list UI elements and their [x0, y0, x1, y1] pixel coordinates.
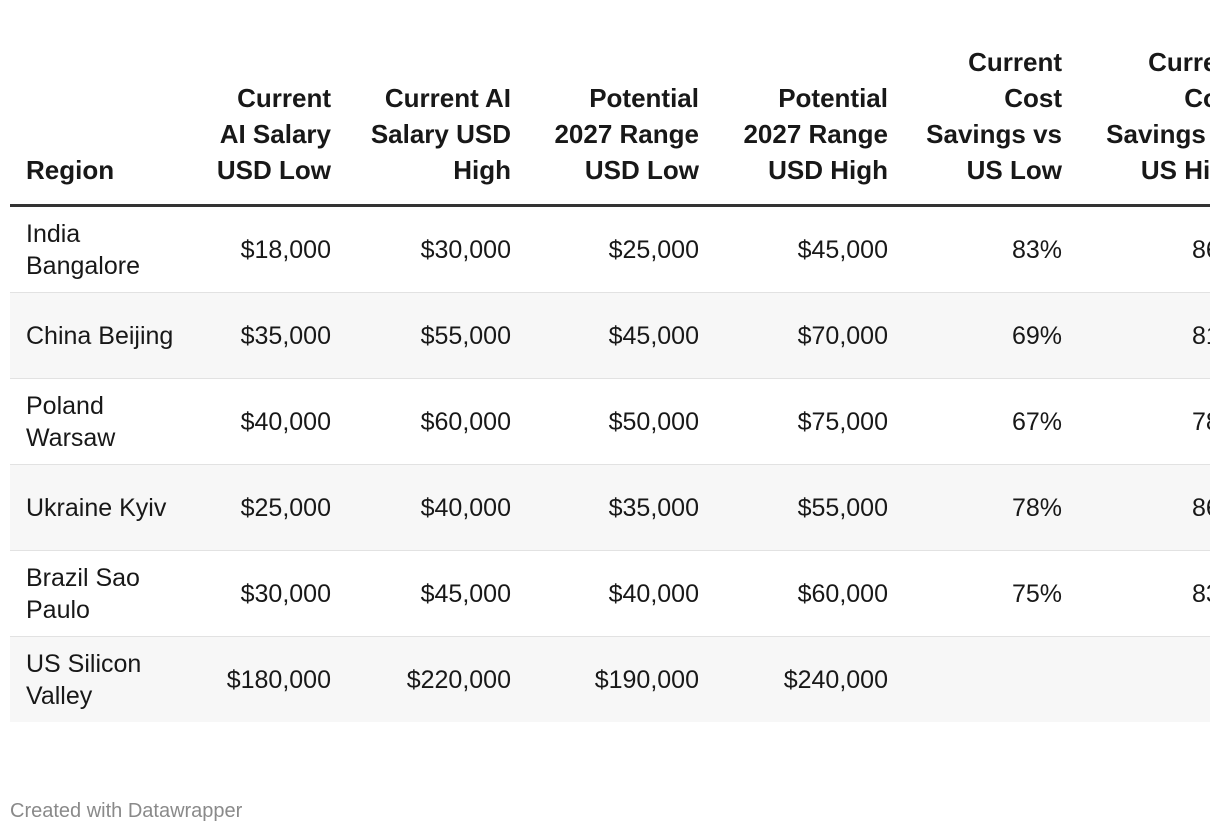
- table-row: Ukraine Kyiv $25,000 $40,000 $35,000 $55,000…: [10, 464, 1210, 551]
- value-cell: $40,000: [527, 550, 715, 637]
- value-cell: $60,000: [347, 378, 527, 465]
- value-cell: 78%: [1078, 378, 1210, 465]
- footer-credit[interactable]: Created with Datawrapper: [10, 800, 243, 822]
- header-row: Region Current AI Salary USD Low Current A…: [10, 44, 1210, 207]
- value-cell: 67%: [904, 378, 1078, 465]
- column-header[interactable]: Current Cost Savings vs US High: [1078, 44, 1210, 207]
- region-cell: Brazil Sao Paulo: [10, 550, 190, 637]
- column-header[interactable]: Current Cost Savings vs US Low: [904, 44, 1078, 207]
- region-cell: Poland Warsaw: [10, 378, 190, 465]
- value-cell: 81%: [1078, 292, 1210, 379]
- value-cell: $45,000: [527, 292, 715, 379]
- value-cell: $60,000: [715, 550, 904, 637]
- value-cell: $70,000: [715, 292, 904, 379]
- value-cell: $40,000: [347, 464, 527, 551]
- value-cell: $35,000: [190, 292, 347, 379]
- value-cell: $25,000: [527, 205, 715, 293]
- region-cell: China Beijing: [10, 292, 190, 379]
- table-row: India Bangalore $18,000 $30,000 $25,000 $45,…: [10, 205, 1210, 293]
- data-table: Region Current AI Salary USD Low Current A…: [10, 44, 1210, 722]
- value-cell: 78%: [904, 464, 1078, 551]
- value-cell: $55,000: [347, 292, 527, 379]
- region-cell: India Bangalore: [10, 205, 190, 293]
- region-cell: US Silicon Valley: [10, 636, 190, 722]
- value-cell: $45,000: [347, 550, 527, 637]
- column-header[interactable]: Potential 2027 Range USD Low: [527, 44, 715, 207]
- value-cell: $55,000: [715, 464, 904, 551]
- value-cell: $18,000: [190, 205, 347, 293]
- value-cell: $190,000: [527, 636, 715, 722]
- value-cell: $180,000: [190, 636, 347, 722]
- table-row: US Silicon Valley $180,000 $220,000 $190,00…: [10, 636, 1210, 722]
- table-row: Brazil Sao Paulo $30,000 $45,000 $40,000 $60…: [10, 550, 1210, 637]
- column-header[interactable]: Potential 2027 Range USD High: [715, 44, 904, 207]
- column-header[interactable]: Current AI Salary USD Low: [190, 44, 347, 207]
- value-cell: 86%: [1078, 464, 1210, 551]
- value-cell: $25,000: [190, 464, 347, 551]
- value-cell: $240,000: [715, 636, 904, 722]
- value-cell: 75%: [904, 550, 1078, 637]
- value-cell: [904, 636, 1078, 722]
- value-cell: $35,000: [527, 464, 715, 551]
- data-table-container: Region Current AI Salary USD Low Current A…: [10, 44, 1210, 722]
- value-cell: $45,000: [715, 205, 904, 293]
- value-cell: $50,000: [527, 378, 715, 465]
- value-cell: $220,000: [347, 636, 527, 722]
- table-row: China Beijing $35,000 $55,000 $45,000 $70,00…: [10, 292, 1210, 379]
- value-cell: $30,000: [190, 550, 347, 637]
- value-cell: 83%: [1078, 550, 1210, 637]
- value-cell: 83%: [904, 205, 1078, 293]
- value-cell: [1078, 636, 1210, 722]
- column-header[interactable]: Current AI Salary USD High: [347, 44, 527, 207]
- value-cell: $75,000: [715, 378, 904, 465]
- value-cell: 86%: [1078, 205, 1210, 293]
- value-cell: $30,000: [347, 205, 527, 293]
- value-cell: $40,000: [190, 378, 347, 465]
- table-row: Poland Warsaw $40,000 $60,000 $50,000 $75,00…: [10, 378, 1210, 465]
- region-cell: Ukraine Kyiv: [10, 464, 190, 551]
- column-header[interactable]: Region: [10, 44, 190, 207]
- value-cell: 69%: [904, 292, 1078, 379]
